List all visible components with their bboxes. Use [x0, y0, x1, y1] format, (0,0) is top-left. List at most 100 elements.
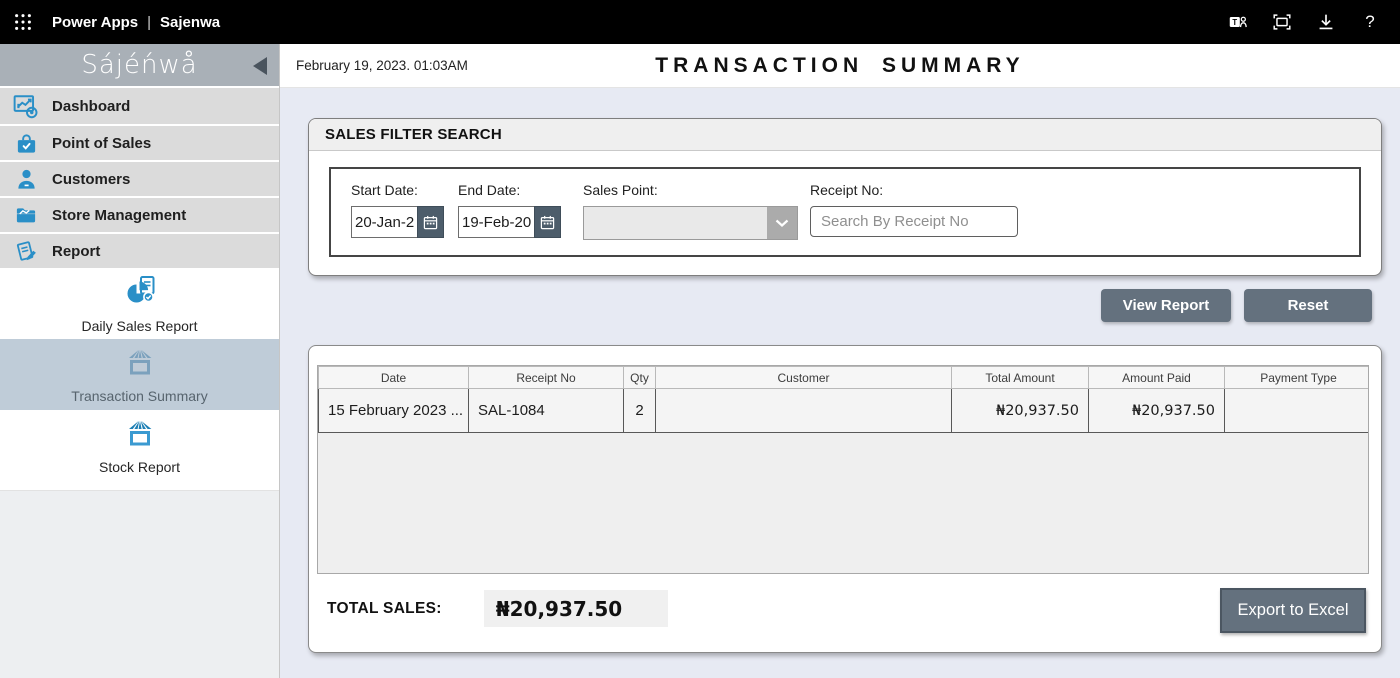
cell-date: 15 February 2023 ...	[318, 388, 469, 433]
export-to-excel-button[interactable]: Export to Excel	[1220, 588, 1366, 633]
sidebar-item-label: Report	[52, 242, 101, 260]
cell-amount-paid: ₦20,937.50	[1088, 388, 1225, 433]
main-content: February 19, 2023. 01:03AM TRANSACTION S…	[280, 44, 1400, 678]
brand-logo-text: Sájéńwå	[81, 50, 198, 80]
dashboard-icon	[10, 93, 42, 119]
sidebar-item-label: Dashboard	[52, 97, 131, 115]
sales-point-dropdown[interactable]	[583, 206, 798, 240]
storefront-icon	[122, 416, 158, 455]
report-submenu: Daily Sales Report Transaction Summary	[0, 268, 279, 481]
sales-point-field: Sales Point:	[583, 182, 798, 240]
filter-panel-title: SALES FILTER SEARCH	[325, 126, 502, 143]
filter-fieldset: Start Date:	[329, 167, 1361, 257]
fit-to-screen-icon[interactable]	[1264, 4, 1300, 40]
filter-panel-body: Start Date:	[309, 151, 1381, 275]
folder-store-icon	[10, 204, 42, 227]
page-title: TRANSACTION SUMMARY	[655, 54, 1025, 77]
sidebar-item-report[interactable]: Report	[0, 232, 279, 268]
end-date-calendar-button[interactable]	[534, 206, 561, 238]
calendar-icon	[423, 215, 438, 229]
end-date-label: End Date:	[458, 182, 521, 198]
topbar-actions: T ?	[1220, 4, 1400, 40]
app-launcher-waffle-icon[interactable]	[0, 12, 46, 32]
start-date-label: Start Date:	[351, 182, 418, 198]
help-glyph: ?	[1365, 12, 1375, 31]
transactions-table: Date Receipt No Qty Customer Total Amoun…	[318, 366, 1368, 433]
person-icon	[10, 167, 42, 192]
total-sales-value: ₦20,937.50	[495, 596, 623, 621]
end-date-group	[458, 206, 561, 238]
sidebar: Sájéńwå Dashboard	[0, 44, 280, 678]
sidebar-item-dashboard[interactable]: Dashboard	[0, 88, 279, 124]
total-sales-row: TOTAL SALES: ₦20,937.50	[317, 590, 1369, 627]
sidebar-item-store-management[interactable]: Store Management	[0, 196, 279, 232]
sidebar-item-customers[interactable]: Customers	[0, 160, 279, 196]
teams-icon[interactable]: T	[1220, 4, 1256, 40]
table-header-row: Date Receipt No Qty Customer Total Amoun…	[318, 366, 1368, 389]
column-header-qty: Qty	[623, 366, 656, 389]
cell-total-amount: ₦20,937.50	[951, 388, 1089, 433]
column-header-amount-paid: Amount Paid	[1088, 366, 1225, 389]
receipt-no-field: Receipt No:	[810, 182, 1018, 237]
column-header-total-amount: Total Amount	[951, 366, 1089, 389]
app-title: Power Apps | Sajenwa	[52, 14, 220, 31]
submenu-item-transaction-summary[interactable]: Transaction Summary	[0, 339, 279, 410]
sidebar-collapse-button[interactable]	[249, 55, 271, 77]
download-icon[interactable]	[1308, 4, 1344, 40]
report-document-icon	[10, 239, 42, 264]
top-app-bar: Power Apps | Sajenwa T ?	[0, 0, 1400, 44]
cell-qty: 2	[623, 388, 656, 433]
end-date-field: End Date:	[458, 182, 561, 238]
app-name: Sajenwa	[160, 13, 221, 31]
total-sales-label: TOTAL SALES:	[327, 599, 442, 617]
current-datetime: February 19, 2023. 01:03AM	[296, 58, 468, 73]
calendar-icon	[540, 215, 555, 229]
svg-text:T: T	[1232, 18, 1237, 27]
end-date-input[interactable]	[458, 206, 534, 238]
submenu-item-label: Transaction Summary	[71, 388, 208, 404]
sidebar-item-point-of-sales[interactable]: Point of Sales	[0, 124, 279, 160]
column-header-date: Date	[318, 366, 469, 389]
submenu-item-daily-sales-report[interactable]: Daily Sales Report	[0, 268, 279, 339]
column-header-payment-type: Payment Type	[1224, 366, 1368, 389]
receipt-no-input[interactable]	[810, 206, 1018, 237]
start-date-calendar-button[interactable]	[417, 206, 444, 238]
waffle-icon	[15, 14, 31, 30]
start-date-field: Start Date:	[351, 182, 444, 238]
sidebar-item-label: Customers	[52, 170, 131, 188]
shopping-bag-icon	[10, 131, 42, 156]
transaction-results-panel: Date Receipt No Qty Customer Total Amoun…	[308, 345, 1382, 653]
sidebar-brand-bar: Sájéńwå	[0, 44, 279, 88]
transactions-table-container: Date Receipt No Qty Customer Total Amoun…	[317, 365, 1369, 574]
sidebar-item-label: Point of Sales	[52, 134, 152, 152]
chevron-down-icon	[767, 207, 797, 239]
sales-point-label: Sales Point:	[583, 182, 658, 198]
help-icon[interactable]: ?	[1352, 4, 1388, 40]
table-row[interactable]: 15 February 2023 ... SAL-1084 2 ₦20,937.…	[318, 388, 1368, 433]
daily-sales-report-icon	[122, 273, 158, 314]
view-report-button[interactable]: View Report	[1101, 289, 1231, 322]
receipt-no-label: Receipt No:	[810, 182, 884, 198]
sidebar-filler	[0, 490, 279, 678]
submenu-item-stock-report[interactable]: Stock Report	[0, 410, 279, 481]
product-name[interactable]: Power Apps	[52, 13, 139, 31]
page-header: February 19, 2023. 01:03AM TRANSACTION S…	[280, 44, 1400, 88]
filter-panel-titlebar: SALES FILTER SEARCH	[309, 119, 1381, 151]
cell-customer	[655, 388, 952, 433]
reset-button[interactable]: Reset	[1244, 289, 1372, 322]
cell-receipt-no: SAL-1084	[468, 388, 624, 433]
column-header-receipt-no: Receipt No	[468, 366, 624, 389]
cell-payment-type	[1224, 388, 1368, 433]
collapse-triangle-icon	[253, 57, 267, 75]
sidebar-item-label: Store Management	[52, 206, 187, 224]
sales-point-value	[584, 207, 767, 239]
sales-filter-panel: SALES FILTER SEARCH Start Date:	[308, 118, 1382, 276]
submenu-item-label: Stock Report	[99, 459, 180, 475]
sidebar-nav: Dashboard Point of Sales Customers	[0, 88, 279, 268]
start-date-input[interactable]	[351, 206, 417, 238]
storefront-icon	[122, 345, 158, 384]
title-divider: |	[147, 13, 152, 31]
report-actions: View Report Reset	[280, 289, 1372, 322]
submenu-item-label: Daily Sales Report	[81, 318, 198, 334]
total-sales-value-box: ₦20,937.50	[483, 590, 668, 627]
